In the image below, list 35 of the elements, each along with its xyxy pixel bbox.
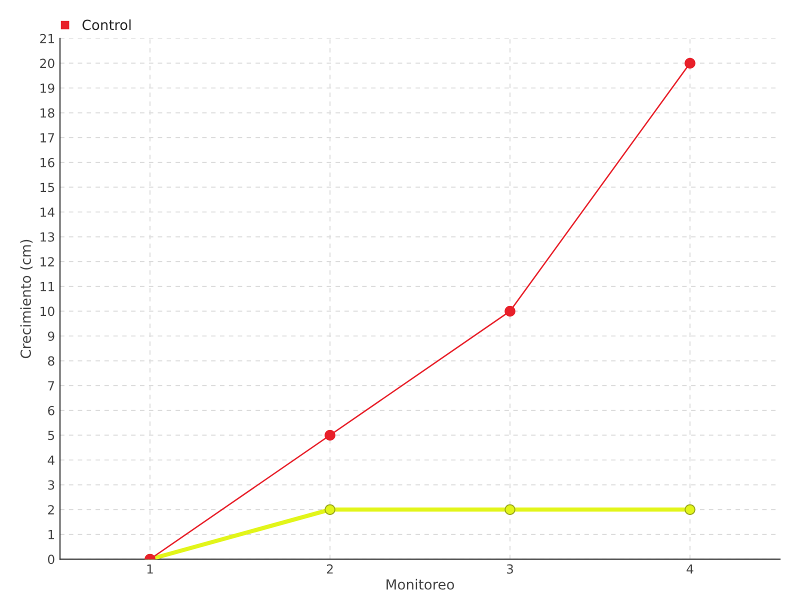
y-tick-label: 15	[40, 182, 54, 192]
point	[684, 504, 696, 515]
y-tick-label: 7	[48, 381, 54, 390]
legend-label: Control	[82, 19, 131, 30]
y-tick-label: 17	[40, 133, 54, 142]
y-tick-label: 19	[40, 83, 54, 93]
y-tick-label: 8	[48, 356, 54, 366]
x-axis-title: Monitoreo	[386, 578, 454, 590]
x-tick-label: 1	[147, 564, 153, 574]
y-tick-label: 1	[48, 530, 54, 540]
x-tick-label: 2	[326, 564, 333, 574]
x-tick-label: 3	[506, 564, 513, 574]
y-tick-label: 16	[40, 158, 54, 168]
y-tick-label: 5	[48, 430, 54, 440]
point	[504, 504, 516, 515]
point	[504, 306, 516, 317]
y-tick-label: 2	[48, 505, 54, 514]
y-tick-label: 11	[40, 282, 54, 292]
y-tick-label: 12	[40, 257, 54, 266]
point	[684, 58, 696, 69]
x-tick-label: 4	[686, 564, 694, 574]
y-tick-label: 18	[40, 108, 54, 118]
y-tick-label: 9	[48, 331, 54, 341]
y-axis-title: Crecimiento (cm)	[20, 240, 33, 358]
y-tick-label: 21	[40, 34, 54, 44]
point	[324, 504, 336, 515]
y-tick-label: 6	[48, 406, 54, 416]
y-tick-label: 0	[48, 554, 54, 564]
y-tick-label: 13	[40, 232, 54, 242]
y-tick-label: 10	[40, 306, 54, 316]
y-tick-label: 3	[48, 480, 54, 490]
y-tick-label: 4	[48, 456, 54, 465]
point	[324, 430, 336, 441]
y-tick-label: 20	[40, 58, 54, 68]
y-tick-label: 14	[40, 208, 54, 217]
